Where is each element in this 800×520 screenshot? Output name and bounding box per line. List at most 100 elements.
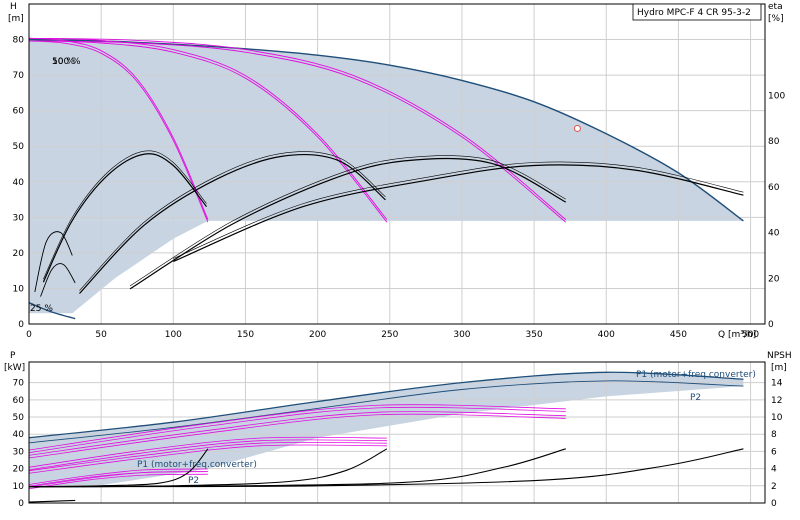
p2-bottom-label: P2 <box>188 476 199 486</box>
eta-axis-unit: [%] <box>768 14 784 24</box>
head-tick-label: 20 <box>13 249 25 259</box>
power-speed-curve <box>28 441 387 472</box>
top-speed-overlap-label: 50 % <box>52 57 75 67</box>
head-tick-label: 80 <box>13 36 25 46</box>
head-speed-curve <box>28 37 388 220</box>
head-tick-label: 70 <box>13 71 25 81</box>
eta-tick-label: 40 <box>768 229 780 239</box>
npsh-curve <box>28 448 744 488</box>
power-speed-curve-twin <box>28 473 208 490</box>
power-tick-label: 0 <box>18 499 24 509</box>
operating-area <box>29 39 744 221</box>
flow-tick-label: 150 <box>237 330 254 340</box>
npsh-axis-label: NPSH <box>767 351 792 361</box>
power-speed-curve <box>28 404 566 451</box>
eta-tick-label: 100 <box>768 91 785 101</box>
head-speed-curve-twin <box>28 40 209 223</box>
head-tick-label: 40 <box>13 178 25 188</box>
eta-curve-twin <box>79 153 386 294</box>
eta-curve <box>43 150 207 280</box>
npsh-tick-label: 6 <box>771 447 777 457</box>
eta-curve <box>129 155 566 287</box>
eta-curve <box>79 151 386 291</box>
top-speed-label: 100 % <box>52 57 81 67</box>
low-speed-label: 25 % <box>30 304 53 314</box>
duty-point-marker <box>573 124 581 132</box>
flow-tick-label: 350 <box>526 330 543 340</box>
power-axis-label: P <box>10 351 16 361</box>
flow-tick-label: 500 <box>742 330 759 340</box>
low-speed-head-curve <box>28 302 76 320</box>
power-tick-label: 70 <box>13 379 25 389</box>
npsh-tick-label: 12 <box>771 396 782 406</box>
power-area <box>29 372 744 488</box>
head-tick-label: 60 <box>13 107 25 117</box>
eta-tick-label: 60 <box>768 183 780 193</box>
power-tick-label: 50 <box>13 413 25 423</box>
npsh-tick-label: 2 <box>771 482 777 492</box>
eta-tick-label: 80 <box>768 137 780 147</box>
npsh-tick-label: 0 <box>771 499 777 509</box>
power-axis-ticks: 0 10 20 30 40 50 60 70 0 2 4 6 8 10 12 14 <box>13 379 783 509</box>
flow-tick-label: 250 <box>381 330 398 340</box>
head-efficiency-panel: 0 50 100 150 200 250 300 350 400 450 5000102030405… <box>8 2 785 340</box>
npsh-tick-label: 10 <box>771 413 783 423</box>
p2-top-label: P2 <box>690 393 701 403</box>
head-envelope-line <box>28 38 744 222</box>
power-tick-label: 40 <box>13 430 25 440</box>
power-speed-curve <box>28 468 208 485</box>
head-speed-curve <box>28 37 209 220</box>
low-speed-eta-curve <box>40 263 76 297</box>
power-plot-frame <box>28 361 766 504</box>
npsh-tick-label: 8 <box>771 430 777 440</box>
p2-envelope-line <box>28 380 744 444</box>
operating-area-lower-boundary <box>29 220 208 314</box>
head-axis-ticks: 0 50 100 150 200 250 300 350 400 450 5000102030405… <box>13 36 786 340</box>
p1-top-label: P1 (motor+freq.converter) <box>636 370 756 380</box>
chart-title: Hydro MPC-F 4 CR 95-3-2 <box>637 8 751 18</box>
head-speed-curve <box>28 37 567 220</box>
power-tick-label: 30 <box>13 447 25 457</box>
flow-tick-label: 50 <box>95 330 107 340</box>
flow-tick-label: 450 <box>670 330 687 340</box>
low-speed-power-curve <box>28 499 76 503</box>
head-speed-curve-twin <box>28 40 388 223</box>
head-axis-unit: [m] <box>8 14 24 24</box>
flow-tick-label: 400 <box>598 330 615 340</box>
head-speed-curve-twin <box>28 40 567 223</box>
low-speed-eta-curve <box>34 231 73 293</box>
eta-curve-twin <box>129 157 567 290</box>
power-tick-label: 10 <box>13 482 25 492</box>
head-axis-label: H <box>10 2 17 12</box>
p1-bottom-label: P1 (motor+freq.converter) <box>137 460 257 470</box>
power-curves <box>28 371 744 503</box>
flow-tick-label: 200 <box>309 330 326 340</box>
flow-tick-label: 100 <box>165 330 182 340</box>
power-speed-curve-twin <box>28 439 387 471</box>
eta-curve-twin <box>173 164 744 263</box>
flow-tick-label: 0 <box>26 330 32 340</box>
title-box <box>632 3 762 21</box>
power-tick-label: 60 <box>13 396 25 406</box>
eta-tick-label: 0 <box>768 320 774 330</box>
power-speed-curve-twin <box>28 413 566 459</box>
power-speed-curve <box>28 471 208 487</box>
head-tick-label: 30 <box>13 213 25 223</box>
npsh-tick-label: 14 <box>771 379 783 389</box>
eta-tick-label: 20 <box>768 274 780 284</box>
power-speed-curve-twin <box>28 406 566 454</box>
npsh-axis-unit: [m] <box>771 363 787 373</box>
power-speed-curve <box>28 411 566 456</box>
power-speed-curve <box>28 436 387 468</box>
head-tick-label: 0 <box>18 320 24 330</box>
flow-tick-label: 300 <box>453 330 470 340</box>
head-tick-label: 10 <box>13 284 25 294</box>
npsh-tick-label: 4 <box>771 465 777 475</box>
eta-curve <box>173 161 744 259</box>
eta-curve-twin <box>42 153 207 283</box>
head-tick-label: 50 <box>13 142 25 152</box>
flow-axis-label: Q [m³/h] <box>718 330 756 340</box>
p1-envelope-line <box>28 371 744 439</box>
power-npsh-panel: 0 10 20 30 40 50 60 70 0 2 4 6 8 10 12 14 P [kW] NPSH [… <box>4 351 792 509</box>
